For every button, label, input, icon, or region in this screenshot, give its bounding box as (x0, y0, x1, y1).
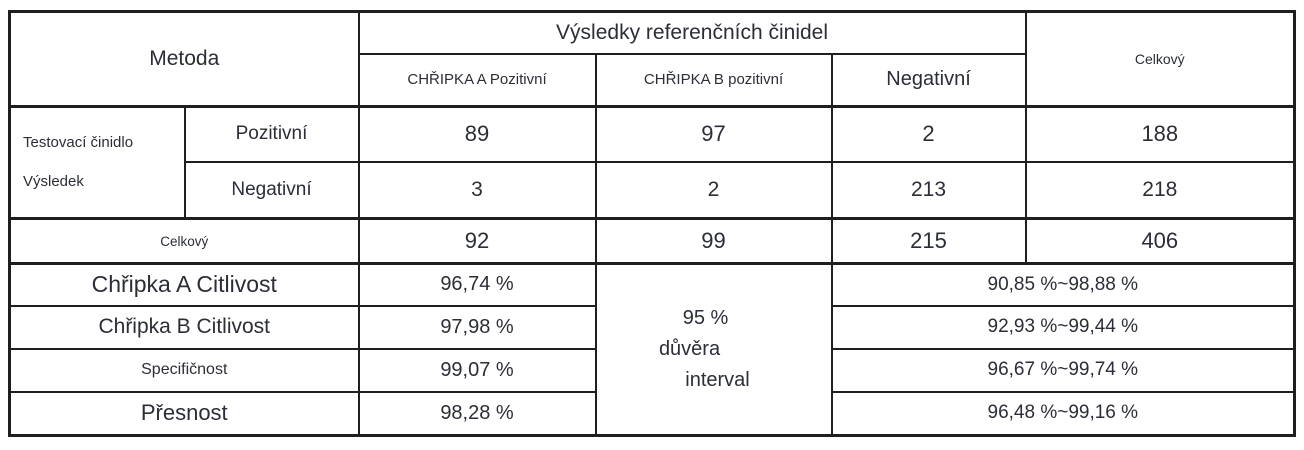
stat-ci-accuracy: 96,48 %~99,16 % (830, 390, 1296, 437)
confidence-interval-header-cell: 95 % důvěra interval (594, 262, 833, 437)
row-group-test-reagent: Testovací činidlo Výsledek (8, 105, 186, 220)
stat-label-flu-b-sensitivity: Chřipka B Citlivost (8, 304, 360, 350)
diagnostic-performance-table: Metoda Výsledky referenčních činidel Cel… (8, 10, 1297, 437)
cell-negative-flu-a: 3 (357, 160, 597, 220)
test-reagent-line1: Testovací činidlo (23, 134, 134, 152)
header-flu-a-column: CHŘIPKA A Pozitivní (357, 52, 597, 108)
confidence-line3: interval (685, 369, 750, 391)
header-negative-column: Negativní (830, 52, 1027, 108)
row-flu-a-sensitivity: Chřipka A Citlivost 96,74 % 95 % důvěra … (8, 262, 1296, 437)
confidence-line1: 95 % (682, 307, 729, 329)
header-row-2: CHŘIPKA A Pozitivní CHŘIPKA B pozitivní … (10, 52, 1295, 108)
row-totals: Celkový 92 99 215 406 (8, 217, 1296, 265)
cell-negative-flu-b: 2 (594, 160, 833, 220)
stat-value-accuracy: 98,28 % (357, 390, 597, 437)
row-test-positive: Testovací činidlo Výsledek Pozitivní 89 … (8, 105, 1296, 220)
row-specificity: Specifičnost 99,07 % 96,67 %~99,74 % (8, 347, 1296, 393)
confidence-line2: důvěra (658, 338, 721, 360)
header-row-1: Metoda Výsledky referenčních činidel Cel… (8, 10, 1296, 108)
stat-value-specificity: 99,07 % (357, 347, 597, 393)
stat-ci-flu-a-sensitivity: 90,85 %~98,88 % (830, 262, 1296, 307)
row-test-negative: Negativní 3 2 213 218 (10, 160, 1296, 220)
cell-total-flu-a: 92 (357, 217, 597, 265)
header-reference-results-group: Výsledky referenčních činidel (357, 10, 1027, 55)
cell-total-flu-b: 99 (594, 217, 833, 265)
stat-label-specificity: Specifičnost (8, 347, 360, 393)
row-accuracy: Přesnost 98,28 % 96,48 %~99,16 % (8, 390, 1296, 437)
header-metoda: Metoda (8, 10, 360, 108)
cell-negative-total: 218 (1024, 160, 1296, 220)
header-total-column: Celkový (1024, 10, 1296, 108)
test-reagent-line2: Výsledek (23, 172, 84, 190)
stat-label-accuracy: Přesnost (8, 390, 360, 437)
stat-label-flu-a-sensitivity: Chřipka A Citlivost (8, 262, 360, 307)
cell-total-negative: 215 (830, 217, 1027, 265)
stat-value-flu-b-sensitivity: 97,98 % (357, 304, 597, 350)
row-label-total: Celkový (8, 217, 360, 265)
header-flu-b-column: CHŘIPKA B pozitivní (594, 52, 833, 108)
stat-ci-specificity: 96,67 %~99,74 % (830, 347, 1296, 393)
cell-positive-negative: 2 (830, 105, 1027, 163)
row-label-negative: Negativní (183, 160, 360, 220)
cell-total-total: 406 (1024, 217, 1296, 265)
row-label-positive: Pozitivní (183, 105, 360, 163)
stat-ci-flu-b-sensitivity: 92,93 %~99,44 % (830, 304, 1296, 350)
stat-value-flu-a-sensitivity: 96,74 % (357, 262, 597, 307)
cell-negative-negative: 213 (830, 160, 1027, 220)
cell-positive-total: 188 (1024, 105, 1296, 163)
row-flu-b-sensitivity: Chřipka B Citlivost 97,98 % 92,93 %~99,4… (8, 304, 1296, 350)
cell-positive-flu-a: 89 (357, 105, 597, 163)
cell-positive-flu-b: 97 (594, 105, 833, 163)
